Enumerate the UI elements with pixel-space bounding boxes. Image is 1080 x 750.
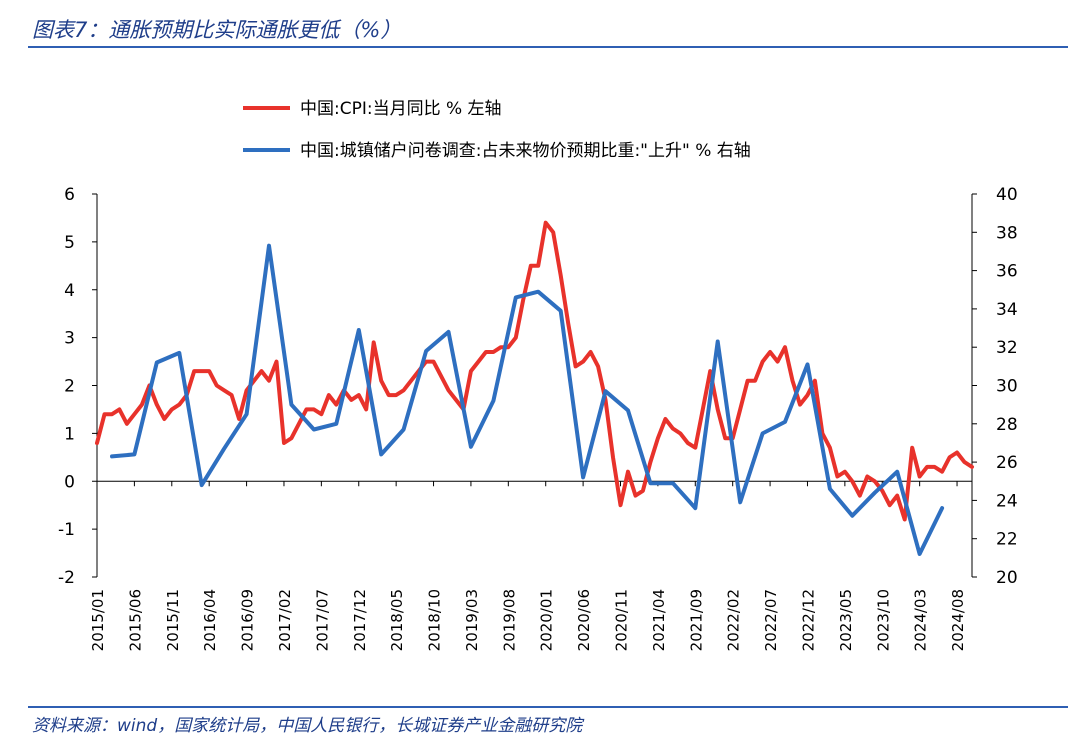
x-tick-label: 2017/02 xyxy=(276,589,294,651)
top-divider xyxy=(28,46,1068,48)
left-tick-label: -1 xyxy=(58,520,75,540)
cpi-line xyxy=(95,220,974,522)
left-tick-label: 1 xyxy=(64,424,75,444)
source-note: 资料来源：wind，国家统计局，中国人民银行，长城证券产业金融研究院 xyxy=(32,716,583,736)
axes: -2-1012345620222426283032343638402015/01… xyxy=(58,185,1018,651)
x-tick-label: 2022/02 xyxy=(725,589,743,651)
x-tick-label: 2023/05 xyxy=(837,589,855,651)
left-tick-label: 3 xyxy=(64,329,75,349)
left-tick-label: 0 xyxy=(64,472,75,492)
x-tick-label: 2015/06 xyxy=(126,589,144,651)
legend-label: 中国:城镇储户问卷调查:占未来物价预期比重:"上升" % 右轴 xyxy=(300,141,751,161)
x-tick-label: 2024/03 xyxy=(912,589,930,651)
left-tick-label: 6 xyxy=(64,185,75,205)
x-tick-label: 2022/07 xyxy=(762,589,780,651)
x-tick-label: 2015/01 xyxy=(89,589,107,651)
x-tick-label: 2018/10 xyxy=(426,589,444,651)
x-tick-label: 2018/05 xyxy=(388,589,406,651)
x-tick-label: 2019/03 xyxy=(463,589,481,651)
left-tick-label: 2 xyxy=(64,377,75,397)
x-tick-label: 2020/06 xyxy=(575,589,593,651)
right-tick-label: 20 xyxy=(996,568,1018,588)
x-tick-label: 2016/04 xyxy=(201,589,219,651)
right-tick-label: 32 xyxy=(996,338,1018,358)
x-tick-label: 2021/09 xyxy=(687,589,705,651)
left-tick-label: -2 xyxy=(58,568,75,588)
right-tick-label: 36 xyxy=(996,262,1018,282)
left-tick-label: 5 xyxy=(64,233,75,253)
right-tick-label: 22 xyxy=(996,530,1018,550)
bottom-divider xyxy=(28,706,1068,708)
right-tick-label: 28 xyxy=(996,415,1018,435)
x-tick-label: 2016/09 xyxy=(239,589,257,651)
right-tick-label: 30 xyxy=(996,377,1018,397)
left-tick-label: 4 xyxy=(64,281,75,301)
right-tick-label: 26 xyxy=(996,453,1018,473)
right-tick-label: 24 xyxy=(996,491,1018,511)
x-tick-label: 2015/11 xyxy=(164,589,182,651)
x-tick-label: 2017/07 xyxy=(313,589,331,651)
x-tick-label: 2019/08 xyxy=(500,589,518,651)
x-tick-label: 2020/01 xyxy=(538,589,556,651)
series-layer xyxy=(95,220,974,556)
legend: 中国:CPI:当月同比 % 左轴中国:城镇储户问卷调查:占未来物价预期比重:"上… xyxy=(243,99,751,161)
right-tick-label: 34 xyxy=(996,300,1018,320)
right-tick-label: 38 xyxy=(996,223,1018,243)
x-tick-label: 2020/11 xyxy=(613,589,631,651)
x-tick-label: 2017/12 xyxy=(351,589,369,651)
chart-title: 图表7：通胀预期比实际通胀更低（%） xyxy=(32,18,402,42)
chart-canvas: 中国:CPI:当月同比 % 左轴中国:城镇储户问卷调查:占未来物价预期比重:"上… xyxy=(58,99,1018,651)
expectation-line xyxy=(110,243,945,556)
x-tick-label: 2022/12 xyxy=(799,589,817,651)
x-tick-label: 2021/04 xyxy=(650,589,668,651)
x-tick-label: 2024/08 xyxy=(949,589,967,651)
right-tick-label: 40 xyxy=(996,185,1018,205)
legend-label: 中国:CPI:当月同比 % 左轴 xyxy=(300,99,502,119)
x-tick-label: 2023/10 xyxy=(874,589,892,651)
